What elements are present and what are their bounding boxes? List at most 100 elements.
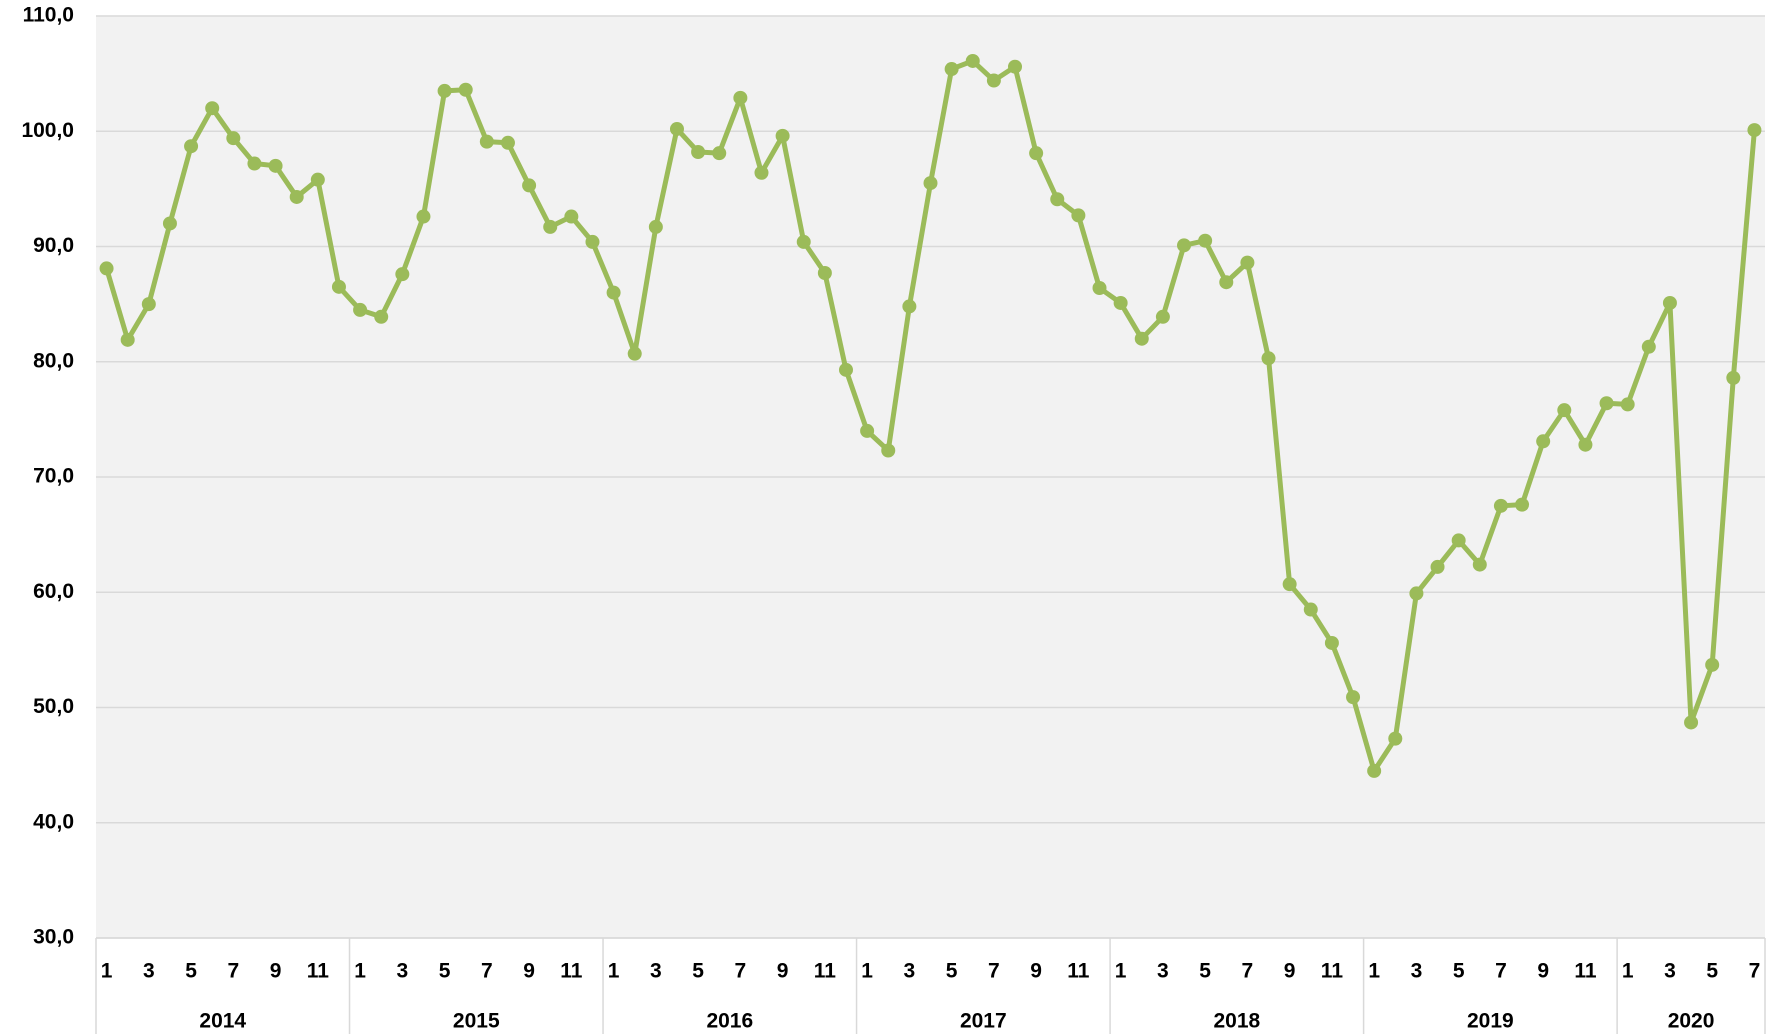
x-tick-label: 11	[307, 960, 330, 983]
year-label: 2018	[1213, 1010, 1260, 1033]
marker	[1029, 146, 1044, 161]
marker	[1134, 331, 1149, 346]
x-tick-label: 9	[270, 960, 282, 983]
marker	[1261, 351, 1276, 366]
marker	[162, 216, 177, 231]
marker	[1071, 208, 1086, 223]
x-tick-label: 3	[396, 960, 408, 983]
marker	[838, 362, 853, 377]
marker	[184, 139, 199, 154]
marker	[1240, 255, 1255, 270]
marker	[1346, 690, 1361, 705]
marker	[1155, 309, 1170, 324]
marker	[1705, 657, 1720, 672]
marker	[1472, 557, 1487, 572]
marker	[500, 135, 515, 150]
marker	[1388, 731, 1403, 746]
year-label: 2017	[960, 1010, 1007, 1033]
x-tick-label: 1	[861, 960, 873, 983]
x-tick-label: 3	[1157, 960, 1169, 983]
x-tick-label: 5	[439, 960, 451, 983]
marker	[1620, 397, 1635, 412]
year-label: 2019	[1467, 1010, 1514, 1033]
x-tick-label: 7	[481, 960, 493, 983]
x-tick-label: 3	[1411, 960, 1423, 983]
x-tick-label: 11	[560, 960, 583, 983]
x-tick-label: 9	[1030, 960, 1042, 983]
y-tick-label: 30,0	[33, 926, 74, 949]
x-tick-label: 9	[523, 960, 535, 983]
x-tick-label: 11	[814, 960, 837, 983]
x-tick-label: 3	[904, 960, 916, 983]
marker	[543, 219, 558, 234]
x-tick-label: 9	[777, 960, 789, 983]
marker	[1747, 123, 1762, 138]
marker	[522, 178, 537, 193]
marker	[1282, 577, 1297, 592]
marker	[881, 443, 896, 458]
marker	[120, 332, 135, 347]
x-tick-label: 9	[1537, 960, 1549, 983]
marker	[226, 131, 241, 146]
marker	[1557, 403, 1572, 418]
x-tick-label: 1	[1368, 960, 1380, 983]
marker	[1430, 559, 1445, 574]
marker	[1008, 59, 1023, 74]
y-tick-label: 60,0	[33, 580, 74, 603]
marker	[1515, 497, 1530, 512]
marker	[458, 82, 473, 97]
x-tick-label: 7	[1242, 960, 1254, 983]
x-tick-label: 11	[1321, 960, 1344, 983]
marker	[1177, 238, 1192, 253]
marker	[437, 83, 452, 98]
y-tick-label: 50,0	[33, 695, 74, 718]
x-tick-label: 1	[354, 960, 366, 983]
y-tick-label: 90,0	[33, 234, 74, 257]
marker	[1599, 396, 1614, 411]
marker	[395, 267, 410, 282]
x-tick-label: 7	[1495, 960, 1507, 983]
x-tick-label: 1	[1115, 960, 1127, 983]
marker	[1578, 437, 1593, 452]
x-tick-label: 5	[946, 960, 958, 983]
marker	[1092, 280, 1107, 295]
marker	[205, 101, 220, 116]
marker	[331, 279, 346, 294]
marker	[353, 302, 368, 317]
x-tick-label: 5	[1706, 960, 1718, 983]
y-tick-label: 70,0	[33, 465, 74, 488]
x-tick-label: 3	[143, 960, 155, 983]
year-label: 2014	[199, 1010, 246, 1033]
marker	[1050, 192, 1065, 207]
x-tick-label: 5	[1453, 960, 1465, 983]
marker	[1641, 339, 1656, 354]
marker	[1684, 715, 1699, 730]
marker	[1303, 602, 1318, 617]
marker	[416, 209, 431, 224]
marker	[141, 297, 156, 312]
x-tick-label: 9	[1284, 960, 1296, 983]
y-tick-label: 100,0	[21, 119, 74, 142]
marker	[268, 158, 283, 173]
x-tick-label: 7	[988, 960, 1000, 983]
marker	[1451, 533, 1466, 548]
marker	[1367, 763, 1382, 778]
x-tick-label: 5	[1199, 960, 1211, 983]
marker	[606, 285, 621, 300]
x-tick-label: 11	[1574, 960, 1597, 983]
marker	[691, 144, 706, 159]
marker	[1536, 434, 1551, 449]
year-label: 2016	[706, 1010, 753, 1033]
x-tick-label: 1	[608, 960, 620, 983]
marker	[564, 209, 579, 224]
marker	[712, 146, 727, 161]
marker	[585, 234, 600, 249]
marker	[627, 346, 642, 361]
marker	[1324, 635, 1339, 650]
year-label: 2015	[453, 1010, 500, 1033]
x-tick-label: 7	[227, 960, 239, 983]
marker	[310, 172, 325, 187]
y-tick-label: 80,0	[33, 349, 74, 372]
y-tick-label: 40,0	[33, 810, 74, 833]
